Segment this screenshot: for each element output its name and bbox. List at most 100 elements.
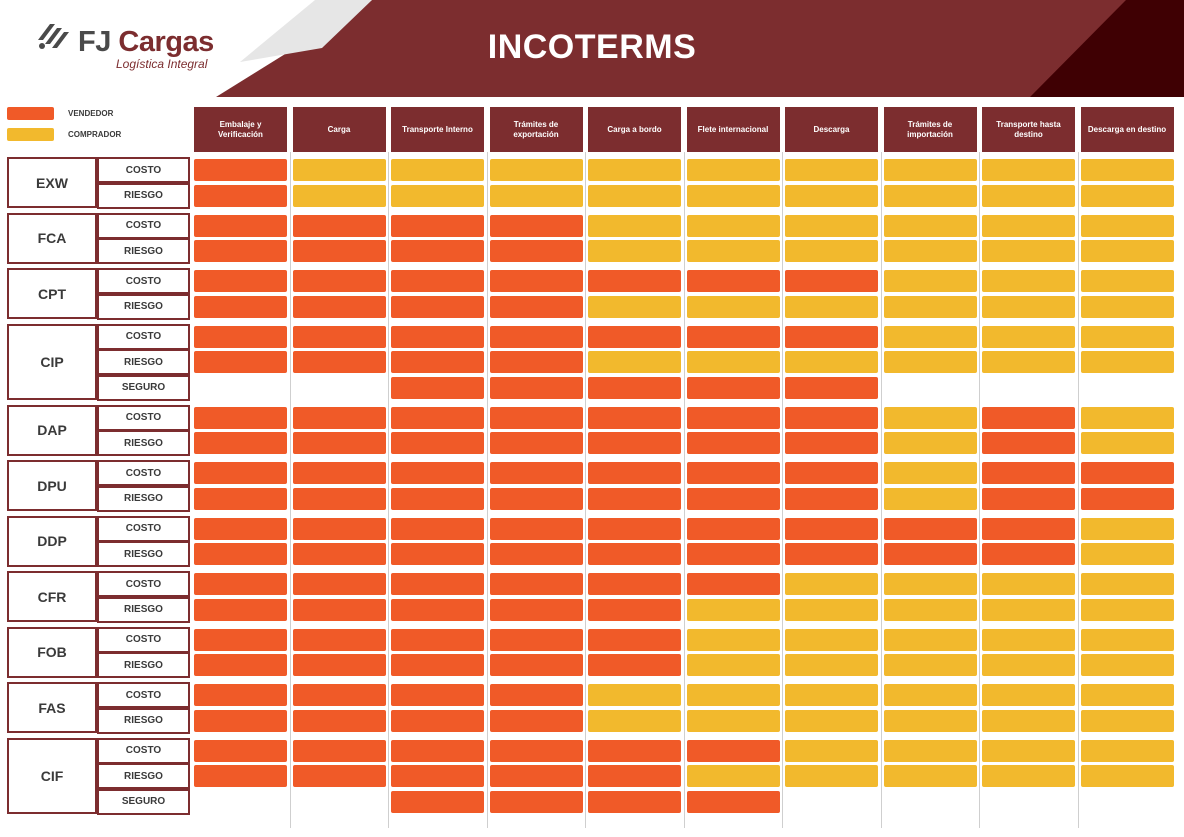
cell-comprador [883,159,977,181]
cell-vendedor [194,573,287,595]
cell-vendedor [785,517,878,540]
cell-vendedor [489,628,583,651]
cell-comprador [785,709,878,732]
cell-comprador [1080,240,1174,262]
incoterm-exw: EXW [7,157,97,208]
cell-comprador [686,184,780,207]
cell-comprador [883,325,977,348]
cell-vendedor [489,765,583,787]
cell-comprador [292,159,386,181]
cell-comprador [785,684,878,706]
column-divider [782,152,783,828]
cell-comprador [686,709,780,732]
cell-comprador [883,462,977,484]
cell-vendedor [194,240,287,262]
page-title: INCOTERMS [487,28,697,66]
cell-vendedor [588,517,681,540]
row-label-costo: COSTO [97,626,190,653]
row-label-riesgo: RIESGO [97,238,190,264]
cell-vendedor [489,325,583,348]
cell-vendedor [391,376,484,399]
cell-vendedor [489,351,583,373]
cell-vendedor [982,543,1075,565]
cell-vendedor [489,432,583,454]
cell-comprador [982,351,1075,373]
cell-vendedor [391,654,484,676]
cell-vendedor [391,709,484,732]
column-header: Descarga en destino [1080,107,1174,152]
cell-vendedor [391,295,484,318]
cell-comprador [1080,709,1174,732]
cell-vendedor [588,432,681,454]
column-divider [683,152,685,828]
cell-comprador [1080,517,1174,540]
row-label-costo: COSTO [97,682,190,708]
header-banner: FJ Cargas Logística Integral INCOTERMS [0,0,1184,97]
row-label-costo: COSTO [97,404,190,431]
cell-vendedor [588,765,681,787]
row-label-costo: COSTO [97,571,190,597]
cell-vendedor [292,325,386,348]
cell-comprador [883,573,977,595]
cell-vendedor [982,406,1075,429]
cell-comprador [686,598,780,621]
row-label-riesgo: RIESGO [97,541,190,567]
cell-comprador [686,628,780,651]
row-label-costo: COSTO [97,737,190,764]
logo-stripes-icon [38,24,69,49]
cell-comprador [982,184,1075,207]
cell-vendedor [686,406,780,429]
cell-comprador [982,270,1075,292]
cell-comprador [982,739,1075,762]
cell-comprador [982,598,1075,621]
cell-vendedor [292,573,386,595]
cell-comprador [982,573,1075,595]
cell-vendedor [588,487,681,510]
row-label-seguro: SEGURO [97,374,190,401]
row-label-riesgo: RIESGO [97,293,190,320]
cell-vendedor [785,543,878,565]
cell-vendedor [883,517,977,540]
cell-comprador [982,654,1075,676]
cell-vendedor [391,598,484,621]
cell-comprador [1080,295,1174,318]
cell-comprador [686,765,780,787]
legend-swatch-comprador [7,128,54,141]
cell-comprador [391,184,484,207]
cell-vendedor [686,432,780,454]
cell-vendedor [785,406,878,429]
logo-tagline: Logística Integral [116,57,208,71]
row-label-seguro: SEGURO [97,788,190,815]
cell-vendedor [489,709,583,732]
row-label-riesgo: RIESGO [97,596,190,623]
incoterm-cif: CIF [7,737,97,814]
column-header: Carga [292,107,386,152]
cell-comprador [785,214,878,237]
cell-comprador [982,159,1075,181]
cell-comprador [883,432,977,454]
cell-vendedor [194,739,287,762]
cell-vendedor [588,543,681,565]
cell-comprador [883,351,977,373]
cell-comprador [883,654,977,676]
cell-comprador [883,598,977,621]
cell-vendedor [489,376,583,399]
incoterm-cip: CIP [7,323,97,400]
cell-vendedor [194,543,287,565]
cell-vendedor [391,487,484,510]
header-background [216,0,1184,97]
cell-vendedor [489,790,583,813]
cell-vendedor [785,487,878,510]
column-divider [585,152,586,828]
cell-vendedor [588,654,681,676]
cell-comprador [982,684,1075,706]
cell-comprador [785,573,878,595]
row-label-costo: COSTO [97,460,190,486]
cell-comprador [982,295,1075,318]
incoterm-fob: FOB [7,626,97,678]
cell-vendedor [194,517,287,540]
row-label-costo: COSTO [97,323,190,350]
column-divider [289,152,291,828]
incoterm-fas: FAS [7,682,97,733]
cell-vendedor [194,270,287,292]
